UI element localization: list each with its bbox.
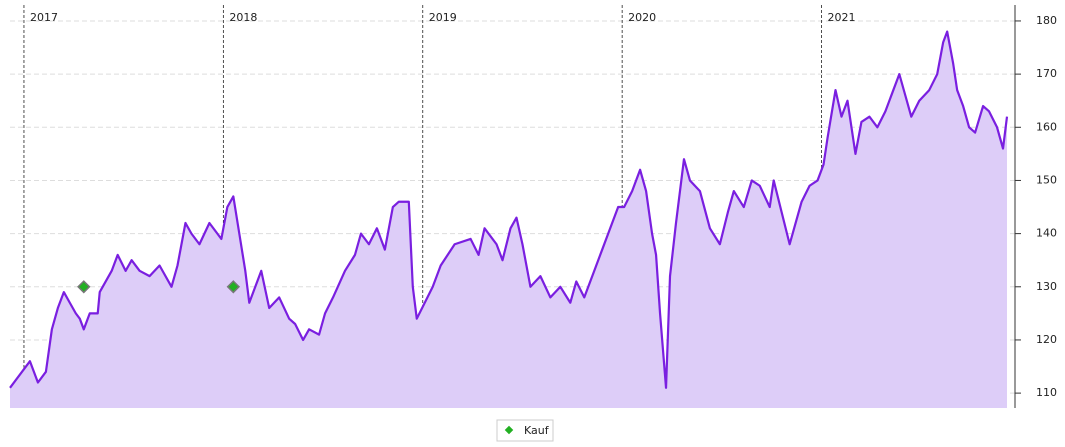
legend-label: Kauf	[524, 424, 550, 437]
legend-box	[496, 419, 554, 442]
legend-marker	[504, 425, 514, 435]
x-tick-label: 2021	[828, 11, 856, 24]
y-tick-label: 150	[1036, 173, 1057, 186]
area	[10, 31, 1007, 409]
y-tick-label: 120	[1036, 333, 1057, 346]
x-tick-label: 2019	[429, 11, 457, 24]
y-tick-label: 180	[1036, 14, 1057, 27]
y-tick-label: 140	[1036, 227, 1057, 240]
x-tick-label: 2018	[229, 11, 257, 24]
y-tick-label: 130	[1036, 280, 1057, 293]
y-tick-label: 110	[1036, 386, 1057, 399]
buy-marker	[226, 280, 241, 294]
buy-marker	[77, 280, 91, 294]
x-tick-label: 2017	[30, 11, 58, 24]
y-tick-label: 170	[1036, 67, 1057, 80]
x-tick-label: 2020	[628, 11, 656, 24]
y-tick-label: 160	[1036, 120, 1057, 133]
price-line	[9, 30, 1009, 389]
